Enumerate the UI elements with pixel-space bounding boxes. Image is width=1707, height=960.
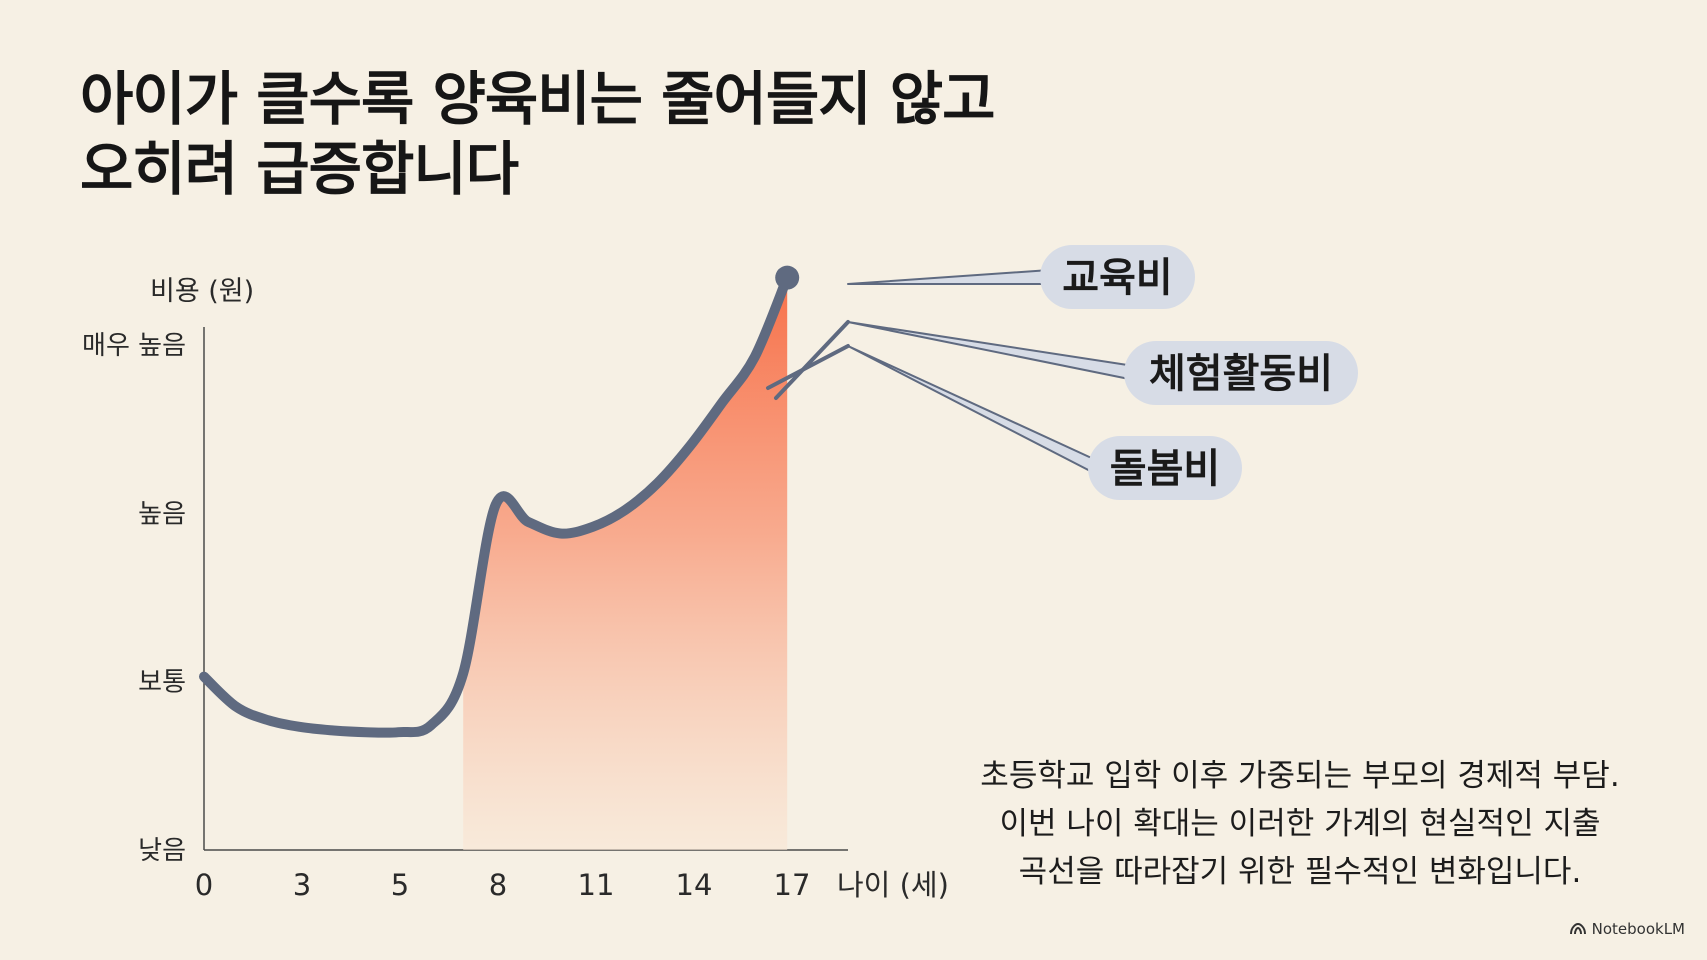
callout-label: 체험활동비 — [1149, 351, 1333, 397]
page-title: 아이가 클수록 양육비는 줄어들지 않고 오히려 급증합니다 — [80, 64, 1080, 204]
branch-line — [774, 320, 850, 400]
x-ticks: 0 3 5 8 11 14 17 — [195, 868, 811, 902]
callout-box — [1040, 245, 1195, 309]
callout-label: 돌봄비 — [1110, 446, 1220, 492]
x-tick-label: 3 — [293, 868, 311, 902]
callout-box — [1088, 436, 1242, 500]
caption-line-1: 초등학교 입학 이후 가중되는 부모의 경제적 부담. — [980, 758, 1620, 794]
x-tick-label: 0 — [195, 868, 213, 902]
callout-box — [1124, 341, 1358, 405]
x-tick-label: 8 — [489, 868, 507, 902]
title-line-1: 아이가 클수록 양육비는 줄어들지 않고 — [80, 65, 996, 133]
y-ticks: 낮음 보통 높음 매우 높음 — [82, 331, 186, 866]
branch-lines — [766, 320, 850, 400]
cost-line — [199, 272, 793, 738]
x-tick-label: 17 — [774, 868, 811, 902]
y-tick-label: 보통 — [138, 668, 186, 698]
brand-logo: NotebookLM — [1569, 920, 1685, 938]
callout-label: 교육비 — [1062, 255, 1172, 301]
x-tick-label: 11 — [578, 868, 615, 902]
x-tick-label: 5 — [391, 868, 409, 902]
branch-line — [766, 344, 850, 390]
x-axis-label: 나이 (세) — [837, 868, 949, 902]
line-end-dot — [775, 265, 800, 290]
y-tick-label: 높음 — [138, 499, 186, 529]
y-axis-label: 비용 (원) — [150, 276, 254, 307]
callout-connector — [847, 321, 1135, 381]
caption-line-2: 이번 나이 확대는 이러한 가계의 현실적인 지출 — [999, 806, 1601, 842]
cost-area — [463, 277, 788, 850]
brand-name: NotebookLM — [1591, 920, 1685, 938]
caption: 초등학교 입학 이후 가중되는 부모의 경제적 부담. 이번 나이 확대는 이러… — [930, 752, 1670, 896]
y-tick-label: 낮음 — [138, 836, 186, 866]
callout-connector — [847, 269, 1051, 285]
notebooklm-icon — [1569, 923, 1586, 935]
title-line-2: 오히려 급증합니다 — [80, 135, 519, 203]
y-tick-label: 매우 높음 — [82, 331, 186, 361]
x-tick-label: 14 — [676, 868, 713, 902]
caption-line-3: 곡선을 따라잡기 위한 필수적인 변화입니다. — [1018, 854, 1582, 890]
